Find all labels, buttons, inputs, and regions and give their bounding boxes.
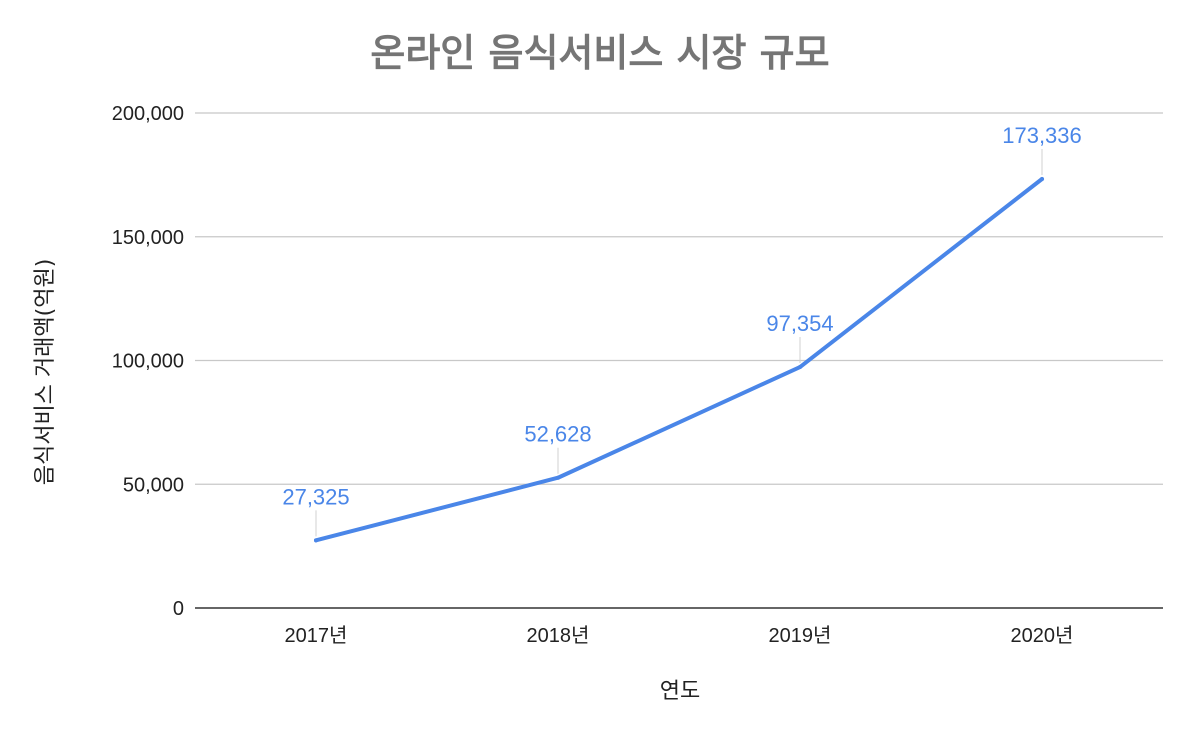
data-point bbox=[556, 475, 560, 480]
x-tick-label: 2020년 bbox=[1011, 624, 1074, 647]
data-label: 173,336 bbox=[1002, 123, 1082, 148]
x-axis-label: 연도 bbox=[660, 679, 700, 704]
data-point bbox=[314, 538, 318, 543]
x-tick-label: 2019년 bbox=[769, 624, 832, 647]
series-line bbox=[314, 176, 1044, 543]
data-label: 97,354 bbox=[766, 311, 833, 336]
y-tick-label: 0 bbox=[173, 598, 184, 620]
data-label: 52,628 bbox=[524, 422, 591, 447]
x-tick-label: 2018년 bbox=[527, 624, 590, 647]
y-tick-label: 100,000 bbox=[112, 351, 184, 373]
data-label-leaders bbox=[315, 148, 1043, 537]
chart-title: 온라인 음식서비스 시장 규모 bbox=[370, 31, 829, 75]
x-axis-ticks: 2017년 2018년 2019년 2020년 bbox=[285, 624, 1074, 647]
x-tick-label: 2017년 bbox=[285, 624, 348, 647]
data-point bbox=[798, 365, 802, 370]
y-tick-label: 150,000 bbox=[112, 227, 184, 249]
data-label: 27,325 bbox=[282, 484, 349, 509]
y-tick-label: 50,000 bbox=[123, 474, 184, 496]
data-point bbox=[1040, 176, 1044, 181]
series-layer bbox=[314, 176, 1044, 543]
gridlines bbox=[195, 112, 1163, 609]
y-axis-ticks: 0 50,000 100,000 150,000 200,000 bbox=[112, 103, 184, 620]
y-tick-label: 200,000 bbox=[112, 103, 184, 125]
data-labels: 27,325 52,628 97,354 173,336 bbox=[282, 123, 1081, 509]
y-axis-label: 음식서비스 거래액(억원) bbox=[33, 259, 58, 486]
